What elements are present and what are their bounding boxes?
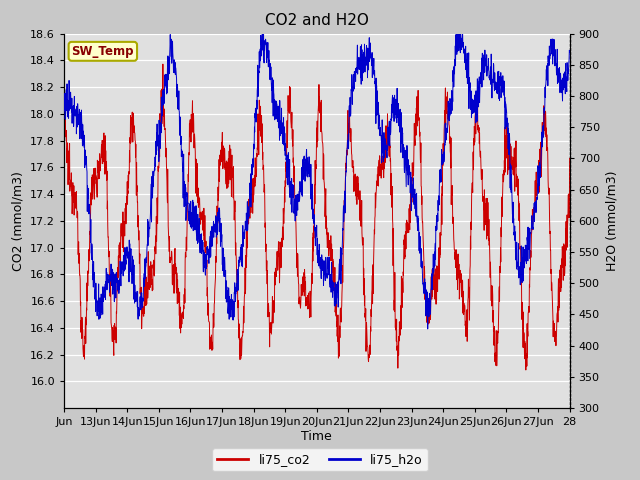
Title: CO2 and H2O: CO2 and H2O bbox=[265, 13, 369, 28]
Legend: li75_co2, li75_h2o: li75_co2, li75_h2o bbox=[212, 448, 428, 471]
Y-axis label: H2O (mmol/m3): H2O (mmol/m3) bbox=[605, 170, 618, 271]
Y-axis label: CO2 (mmol/m3): CO2 (mmol/m3) bbox=[12, 171, 24, 271]
X-axis label: Time: Time bbox=[301, 430, 332, 443]
Text: SW_Temp: SW_Temp bbox=[72, 45, 134, 58]
